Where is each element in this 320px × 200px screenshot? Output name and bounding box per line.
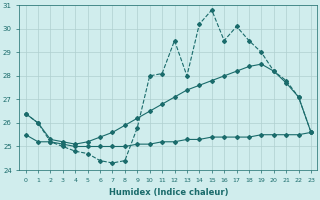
- X-axis label: Humidex (Indice chaleur): Humidex (Indice chaleur): [108, 188, 228, 197]
